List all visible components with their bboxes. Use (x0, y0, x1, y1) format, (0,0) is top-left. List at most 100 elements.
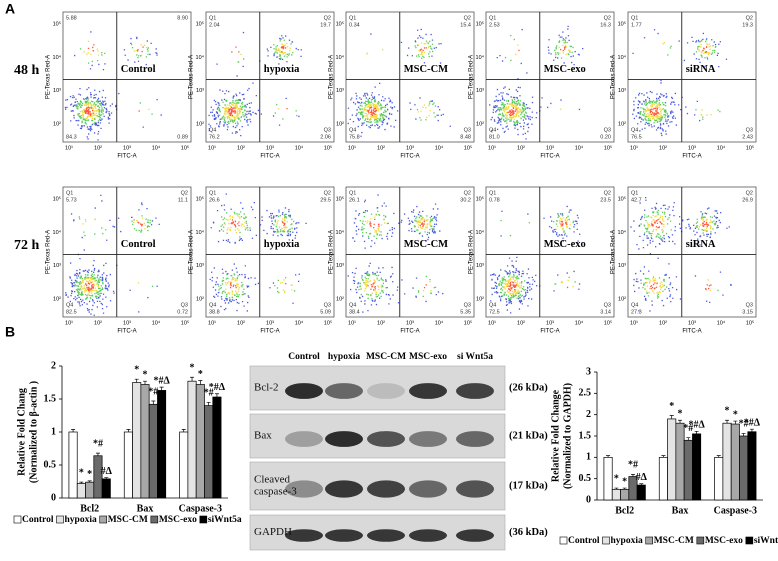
y-tick-label: 10⁴ (618, 229, 627, 236)
bar (692, 433, 702, 501)
bar (85, 481, 95, 499)
legend-label: Control (22, 515, 54, 525)
x-tick-label: 10⁴ (435, 144, 444, 151)
x-tick-label: 10² (659, 145, 667, 151)
x-tick-label: 10⁴ (575, 319, 584, 326)
y-tick-label: 10² (476, 121, 484, 127)
quadrant-value: 27.3 (631, 309, 642, 315)
significance-mark: #Δ (101, 466, 113, 477)
x-tick-label: 10¹ (630, 320, 638, 326)
error-bar (686, 437, 691, 441)
band (285, 383, 323, 399)
y-axis-label: PE-Texas Red-A (46, 230, 52, 274)
y-tick-label: 3 (586, 366, 591, 377)
significance-mark: *#Δ (153, 375, 170, 386)
legend-swatch (13, 515, 22, 524)
sample-label: hypoxia (264, 64, 300, 75)
legend-swatch (745, 536, 754, 545)
y-tick-label: 1.5 (44, 393, 57, 404)
band (456, 431, 494, 447)
quadrant-value: 38.4 (349, 309, 360, 315)
quadrant-name: Q3 (746, 127, 753, 133)
y-tick-label: 10² (53, 296, 61, 302)
significance-mark: * (134, 364, 139, 375)
y-tick-label: 10⁴ (53, 229, 62, 236)
blot-row-label: Bax (254, 430, 272, 442)
quadrant-value: 2.06 (320, 134, 331, 140)
quadrant-name: Q3 (464, 302, 471, 308)
quadrant-value: 5.09 (320, 309, 331, 315)
blot-row-label: Cleaved (254, 474, 291, 486)
error-bar (95, 452, 100, 456)
significance-mark: * (669, 401, 674, 412)
y-tick-label: 2 (586, 409, 591, 420)
blot-row-label: caspase-3 (254, 486, 297, 498)
error-bar (725, 419, 730, 424)
y-tick-label: 10⁵ (196, 20, 204, 27)
x-tick-label: 10³ (546, 145, 554, 151)
x-tick-label: 10³ (688, 320, 696, 326)
events (84, 44, 144, 117)
significance-mark: * (198, 369, 203, 380)
y-tick-label: 10² (618, 121, 626, 127)
error-bar (716, 455, 721, 458)
error-bar (694, 430, 699, 434)
y-tick-label: 10² (476, 296, 484, 302)
y-tick-label: 0 (586, 494, 591, 505)
lane-label: hypoxia (328, 352, 360, 362)
quadrant-value: 26.9 (742, 197, 753, 203)
x-tick-label: 10¹ (488, 145, 496, 151)
x-tick-label: 10² (377, 145, 385, 151)
significance-mark: *# (93, 438, 103, 449)
quadrant-name: Q4 (631, 302, 638, 308)
error-bar (87, 480, 92, 483)
sample-label: hypoxia (264, 239, 300, 250)
bar (611, 488, 621, 501)
legend-label: hypoxia (65, 515, 97, 525)
significance-mark: #Δ (636, 472, 648, 483)
sample-label: MSC-CM (404, 239, 448, 250)
quadrant-value: 42.7 (631, 197, 642, 203)
x-tick-label: 10¹ (65, 145, 73, 151)
quadrant-value: 0.89 (177, 134, 188, 140)
x-axis-label: FITC-A (682, 154, 701, 160)
band (409, 480, 447, 498)
x-tick-label: 10² (659, 320, 667, 326)
band (409, 383, 447, 399)
quadrant-name: Q2 (604, 15, 611, 21)
significance-mark: *# (204, 388, 214, 399)
y-tick-label: 10³ (336, 88, 344, 94)
events (208, 31, 302, 137)
events (347, 28, 451, 137)
row-label: 72 h (14, 238, 40, 253)
bar (739, 435, 749, 501)
sample-label: MSC-exo (544, 64, 586, 75)
y-tick-label: 10³ (618, 263, 626, 269)
x-tick-label: Caspase-3 (179, 503, 222, 514)
x-tick-label: Bax (137, 503, 154, 514)
y-tick-label: 10⁵ (336, 20, 344, 27)
error-bar (741, 433, 746, 436)
quadrant-name: Q3 (604, 127, 611, 133)
quadrant-value: 3.14 (600, 309, 611, 315)
quadrant-name: Q3 (464, 127, 471, 133)
x-tick-label: 10⁵ (604, 319, 612, 326)
panel-label: B (5, 324, 15, 340)
error-bar (622, 487, 627, 490)
quadrant-value: 76.5 (631, 134, 642, 140)
bar (148, 403, 158, 499)
x-tick-label: 10⁴ (717, 319, 726, 326)
x-tick-label: 10² (237, 145, 245, 151)
x-tick-label: 10² (94, 145, 102, 151)
quadrant-name: Q1 (489, 15, 496, 21)
x-tick-label: 10⁴ (435, 319, 444, 326)
quadrant-name: Q4 (349, 302, 356, 308)
y-tick-label: 1.5 (579, 430, 592, 441)
y-tick-label: 10³ (196, 88, 204, 94)
error-bar (198, 380, 203, 385)
legend-label: siWnt5a (754, 536, 778, 546)
quadrant-name: Q2 (181, 190, 188, 196)
x-tick-label: 10⁵ (181, 144, 189, 151)
